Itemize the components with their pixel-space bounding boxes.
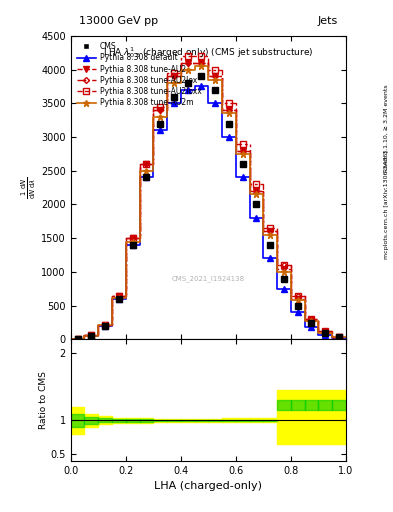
Text: CMS_2021_I1924138: CMS_2021_I1924138 xyxy=(172,275,245,282)
X-axis label: LHA (charged-only): LHA (charged-only) xyxy=(154,481,262,491)
Text: 13000 GeV pp: 13000 GeV pp xyxy=(79,15,158,26)
Legend: CMS, Pythia 8.308 default, Pythia 8.308 tune-AU2, Pythia 8.308 tune-AU2lox, Pyth: CMS, Pythia 8.308 default, Pythia 8.308 … xyxy=(75,39,204,110)
Text: Jets: Jets xyxy=(318,15,338,26)
Text: LHA $\lambda^1_{0.5}$ (charged only) (CMS jet substructure): LHA $\lambda^1_{0.5}$ (charged only) (CM… xyxy=(103,45,314,60)
Text: Rivet 3.1.10, ≥ 3.2M events: Rivet 3.1.10, ≥ 3.2M events xyxy=(384,84,389,172)
Y-axis label: Ratio to CMS: Ratio to CMS xyxy=(39,371,48,429)
Text: mcplots.cern.ch [arXiv:1306.3436]: mcplots.cern.ch [arXiv:1306.3436] xyxy=(384,151,389,259)
Y-axis label: $\frac{1}{\mathrm{d}N}\frac{\mathrm{d}N}{\mathrm{d}\lambda}$: $\frac{1}{\mathrm{d}N}\frac{\mathrm{d}N}… xyxy=(20,177,39,199)
